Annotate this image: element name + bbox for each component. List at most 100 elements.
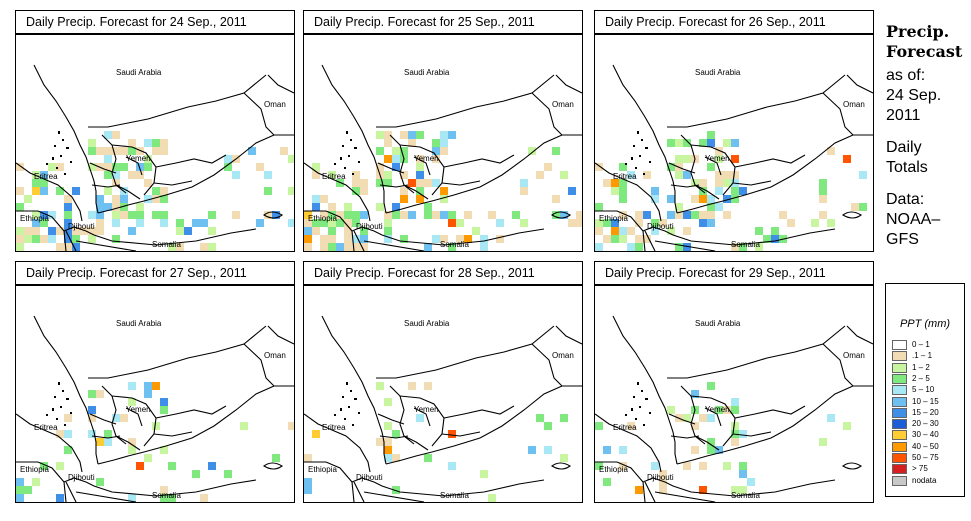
precip-cell xyxy=(568,219,576,227)
legend-swatch xyxy=(892,453,907,463)
precip-cell xyxy=(707,438,715,446)
precip-cell xyxy=(24,235,32,243)
map-svg: Saudi Arabia Oman Yemen Eritrea Ethiopia… xyxy=(595,315,873,502)
precip-cell xyxy=(715,179,723,187)
precip-cell xyxy=(264,171,272,179)
precip-cell xyxy=(112,219,120,227)
label-eritrea: Eritrea xyxy=(34,423,58,432)
precip-cell xyxy=(731,243,739,251)
precip-cell xyxy=(408,179,416,187)
precip-cell xyxy=(552,147,560,155)
precip-cell xyxy=(683,171,691,179)
precip-cell xyxy=(384,454,392,462)
label-oman: Oman xyxy=(552,351,574,360)
precip-cell xyxy=(851,203,859,211)
precip-cell xyxy=(312,219,320,227)
precip-cell xyxy=(432,235,440,243)
precip-cell xyxy=(771,235,779,243)
precip-cell xyxy=(675,171,683,179)
precip-cell xyxy=(440,139,448,147)
legend-label: nodata xyxy=(912,475,937,485)
precip-cell xyxy=(747,478,755,486)
precip-cell xyxy=(408,211,416,219)
precip-cell xyxy=(144,155,152,163)
precip-cell xyxy=(160,219,168,227)
precip-cell xyxy=(360,179,368,187)
label-yemen: Yemen xyxy=(414,405,439,414)
precip-cell xyxy=(16,203,24,211)
precip-cell xyxy=(160,195,168,203)
precip-cell xyxy=(16,494,24,502)
precip-cell xyxy=(731,171,739,179)
precip-cell xyxy=(448,219,456,227)
data-line-3: GFS xyxy=(886,231,919,248)
precip-cell xyxy=(16,486,24,494)
precip-cell xyxy=(64,243,72,251)
precip-cell xyxy=(611,227,619,235)
precip-cell xyxy=(400,187,408,195)
map-svg: Saudi Arabia Oman Yemen Eritrea Ethiopia… xyxy=(16,64,294,251)
precip-cell xyxy=(691,195,699,203)
precip-cell xyxy=(448,131,456,139)
precip-cell xyxy=(560,414,568,422)
precip-cell xyxy=(112,163,120,171)
precip-cell xyxy=(144,163,152,171)
precip-cell xyxy=(699,486,707,494)
precip-cell xyxy=(384,211,392,219)
precip-cell xyxy=(344,235,352,243)
precip-cell xyxy=(32,179,40,187)
precip-cell xyxy=(440,187,448,195)
precip-cell xyxy=(619,195,627,203)
precip-cell xyxy=(64,430,72,438)
precip-cell xyxy=(603,478,611,486)
asof-line-2: 24 Sep. xyxy=(886,87,942,104)
precip-cell xyxy=(603,179,611,187)
precip-cell xyxy=(104,155,112,163)
precip-cell xyxy=(88,235,96,243)
precip-cell xyxy=(16,227,24,235)
precip-cell xyxy=(360,235,368,243)
precip-cell xyxy=(64,235,72,243)
label-ethiopia: Ethiopia xyxy=(20,214,49,223)
precip-cell xyxy=(416,195,424,203)
precip-cell xyxy=(152,382,160,390)
precip-cell xyxy=(304,235,312,243)
map-svg: Saudi Arabia Oman Yemen Eritrea Ethiopia… xyxy=(595,64,873,251)
precip-cell xyxy=(352,187,360,195)
precip-cell xyxy=(675,203,683,211)
legend-swatch xyxy=(892,419,907,430)
precip-cell xyxy=(160,406,168,414)
precip-cell xyxy=(144,139,152,147)
precip-cell xyxy=(771,227,779,235)
precip-cell xyxy=(408,131,416,139)
precip-cell xyxy=(64,414,72,422)
precip-cell xyxy=(64,227,72,235)
precip-cell xyxy=(432,147,440,155)
precip-cell xyxy=(619,446,627,454)
legend-title: PPT (mm) xyxy=(899,318,951,330)
precip-cell xyxy=(392,147,400,155)
label-ethiopia: Ethiopia xyxy=(308,214,337,223)
legend-label: 40 – 50 xyxy=(912,441,939,451)
precip-cell xyxy=(675,243,683,251)
precip-cell xyxy=(376,179,384,187)
precip-cell xyxy=(312,227,320,235)
precip-cell xyxy=(112,203,120,211)
precip-cell xyxy=(464,235,472,243)
precip-cell xyxy=(432,139,440,147)
precip-cell xyxy=(723,211,731,219)
legend-swatch xyxy=(892,351,907,362)
panel-map: Saudi Arabia Oman Yemen Eritrea Ethiopia… xyxy=(15,34,295,252)
precip-cell xyxy=(659,219,667,227)
precip-cell xyxy=(160,139,168,147)
label-saudi-arabia: Saudi Arabia xyxy=(404,68,450,77)
precip-cell xyxy=(64,211,72,219)
precip-cell xyxy=(136,203,144,211)
label-yemen: Yemen xyxy=(126,405,151,414)
precip-cell xyxy=(723,195,731,203)
precip-cell xyxy=(288,155,294,163)
precip-cell xyxy=(88,211,96,219)
precip-cell xyxy=(304,243,312,251)
precip-cell xyxy=(360,227,368,235)
